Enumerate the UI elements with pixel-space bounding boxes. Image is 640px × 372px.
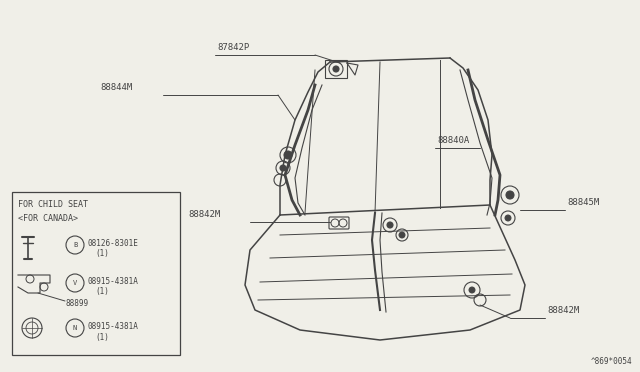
Circle shape [505, 215, 511, 221]
Text: 88844M: 88844M [100, 83, 132, 92]
Text: N: N [73, 325, 77, 331]
Circle shape [284, 151, 292, 159]
Bar [12, 192, 180, 355]
Text: (1): (1) [95, 333, 109, 342]
Circle shape [387, 222, 393, 228]
Text: V: V [73, 280, 77, 286]
Text: (1): (1) [95, 249, 109, 258]
Text: (1): (1) [95, 287, 109, 296]
Circle shape [469, 287, 475, 293]
Text: ^869*0054: ^869*0054 [590, 357, 632, 366]
Text: 88842M: 88842M [188, 210, 220, 219]
FancyBboxPatch shape [329, 217, 349, 229]
Circle shape [280, 165, 286, 171]
Text: FOR CHILD SEAT: FOR CHILD SEAT [18, 200, 88, 209]
Text: <FOR CANADA>: <FOR CANADA> [18, 214, 78, 223]
Text: 87842P: 87842P [217, 43, 249, 52]
Circle shape [399, 232, 405, 238]
Text: 88845M: 88845M [567, 198, 599, 207]
Text: B: B [73, 242, 77, 248]
Text: 08915-4381A: 08915-4381A [88, 322, 139, 331]
Text: 08915-4381A: 08915-4381A [88, 277, 139, 286]
Circle shape [506, 191, 514, 199]
Text: 88842M: 88842M [547, 306, 579, 315]
Text: 88899: 88899 [65, 299, 88, 308]
Circle shape [333, 66, 339, 72]
Text: 88840A: 88840A [437, 136, 469, 145]
Text: 08126-8301E: 08126-8301E [88, 239, 139, 248]
Bar [325, 60, 347, 78]
